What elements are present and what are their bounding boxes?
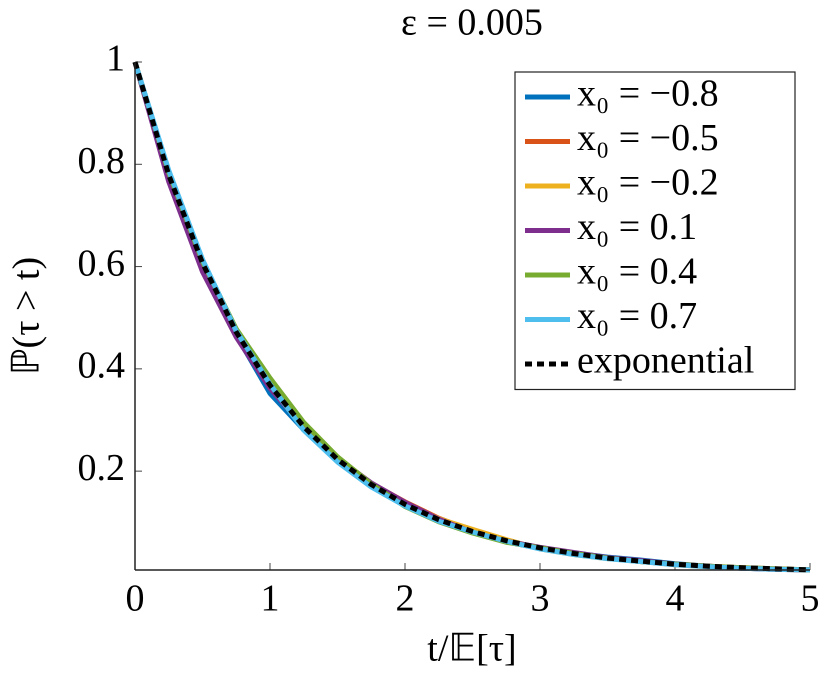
legend-label: x₀ = 0.1: [577, 206, 697, 248]
x-tick-label: 2: [396, 578, 415, 620]
y-axis-label: ℙ(τ > t): [6, 257, 48, 375]
x-tick-label: 4: [666, 578, 685, 620]
y-tick-label: 1: [106, 38, 125, 80]
chart-title: ε = 0.005: [401, 2, 543, 44]
series-line: [132, 61, 811, 573]
x-tick-label: 5: [801, 578, 820, 620]
y-tick-label: 0.6: [78, 242, 126, 284]
y-tick-label: 0.2: [78, 447, 126, 489]
legend-label: x₀ = 0.7: [577, 295, 697, 337]
y-tick-label: 0.8: [78, 140, 126, 182]
x-tick-label: 1: [261, 578, 280, 620]
x-tick-label: 3: [531, 578, 550, 620]
x-tick-label: 0: [126, 578, 145, 620]
legend-label: x₀ = −0.8: [577, 73, 719, 115]
legend-label: exponential: [577, 340, 754, 382]
legend-label: x₀ = −0.5: [577, 117, 719, 159]
legend-label: x₀ = −0.2: [577, 162, 719, 204]
y-tick-label: 0.4: [78, 345, 126, 387]
legend-label: x₀ = 0.4: [577, 251, 697, 293]
x-axis-label: t/𝔼[τ]: [427, 628, 516, 670]
